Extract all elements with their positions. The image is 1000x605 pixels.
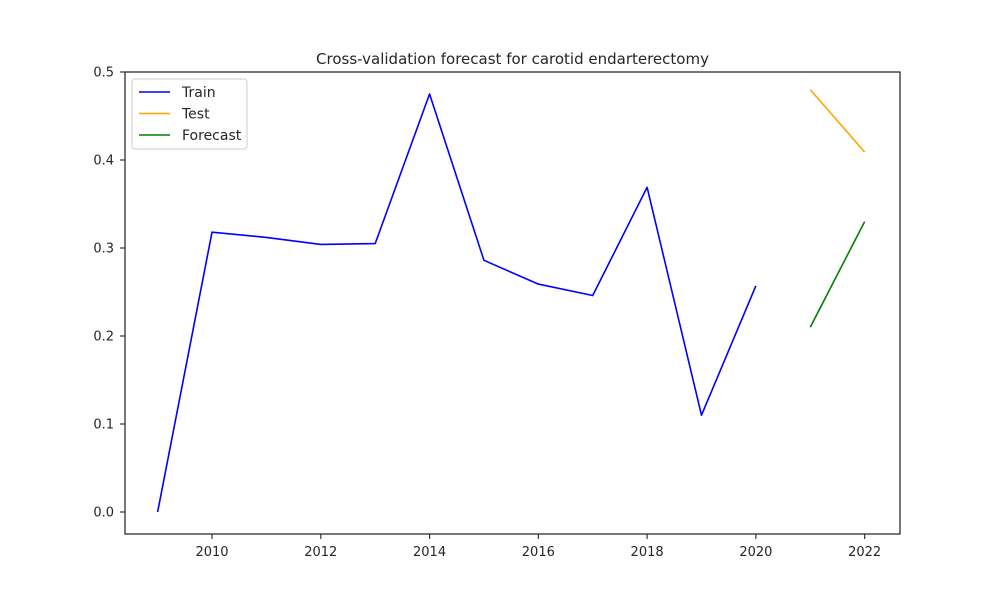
plot-frame (124, 71, 901, 535)
series-line-train (156, 93, 757, 513)
y-tick-label: 0.5 (93, 66, 114, 81)
series-line-forecast (809, 221, 866, 328)
y-tick-label: 0.4 (93, 154, 114, 169)
y-tick-label: 0.2 (93, 330, 114, 345)
x-tick-label: 2020 (739, 545, 772, 560)
x-axis: 2010 2012 2014 2016 2018 2020 2022 (195, 534, 881, 560)
series-layer (156, 89, 866, 513)
y-tick-label: 0.1 (93, 418, 114, 433)
x-tick-label: 2016 (522, 545, 555, 560)
legend-label-forecast: Forecast (182, 128, 242, 144)
y-tick-label: 0.0 (93, 506, 114, 521)
y-tick-label: 0.3 (93, 242, 114, 257)
legend-label-test: Test (181, 107, 210, 123)
x-tick-label: 2022 (848, 545, 881, 560)
legend-box (131, 78, 248, 150)
x-tick-label: 2012 (304, 545, 337, 560)
x-tick-label: 2010 (195, 545, 228, 560)
legend-label-train: Train (181, 85, 216, 101)
x-tick-label: 2018 (631, 545, 664, 560)
chart-title: Cross-validation forecast for carotid en… (316, 50, 709, 68)
y-axis: 0.0 0.1 0.2 0.3 0.4 0.5 (93, 66, 125, 521)
x-tick-label: 2014 (413, 545, 446, 560)
series-line-test (809, 89, 866, 153)
legend: Train Test Forecast (131, 78, 248, 150)
